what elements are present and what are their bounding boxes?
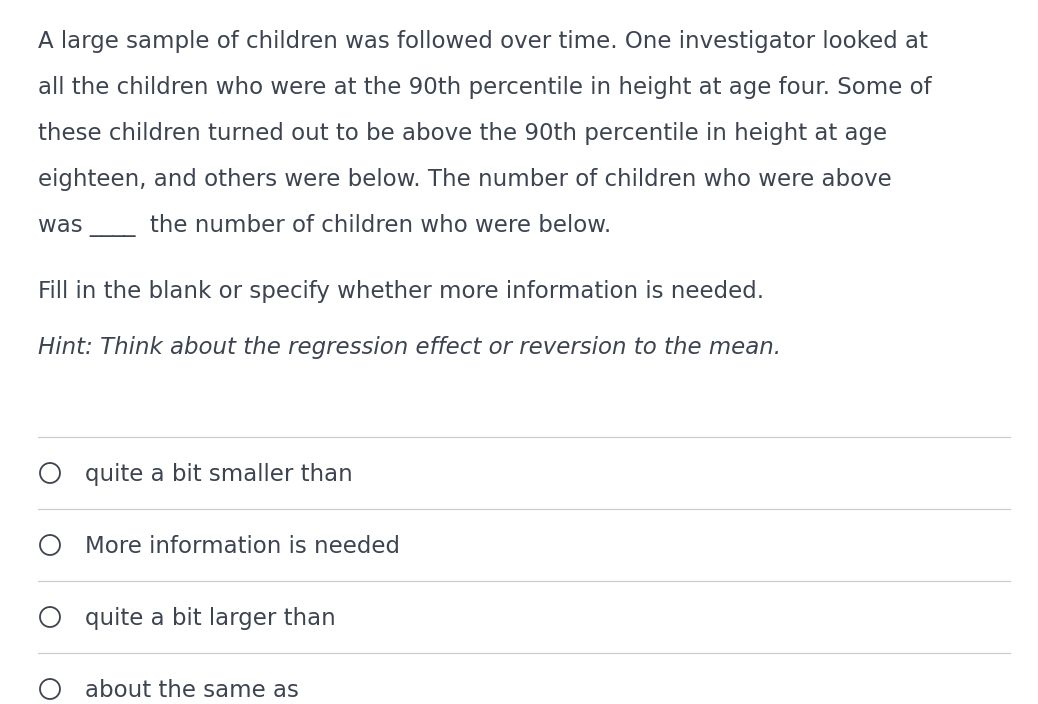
Text: A large sample of children was followed over time. One investigator looked at: A large sample of children was followed … (38, 30, 928, 53)
Text: Fill in the blank or specify whether more information is needed.: Fill in the blank or specify whether mor… (38, 280, 764, 303)
Text: all the children who were at the 90th percentile in height at age four. Some of: all the children who were at the 90th pe… (38, 76, 932, 99)
Text: eighteen, and others were below. The number of children who were above: eighteen, and others were below. The num… (38, 168, 892, 191)
Text: these children turned out to be above the 90th percentile in height at age: these children turned out to be above th… (38, 122, 887, 145)
Text: Hint: Think about the regression effect or reversion to the mean.: Hint: Think about the regression effect … (38, 336, 781, 359)
Text: quite a bit larger than: quite a bit larger than (85, 607, 335, 630)
Text: quite a bit smaller than: quite a bit smaller than (85, 463, 353, 486)
Text: about the same as: about the same as (85, 679, 299, 702)
Text: was ____  the number of children who were below.: was ____ the number of children who were… (38, 214, 611, 237)
Text: More information is needed: More information is needed (85, 535, 400, 558)
